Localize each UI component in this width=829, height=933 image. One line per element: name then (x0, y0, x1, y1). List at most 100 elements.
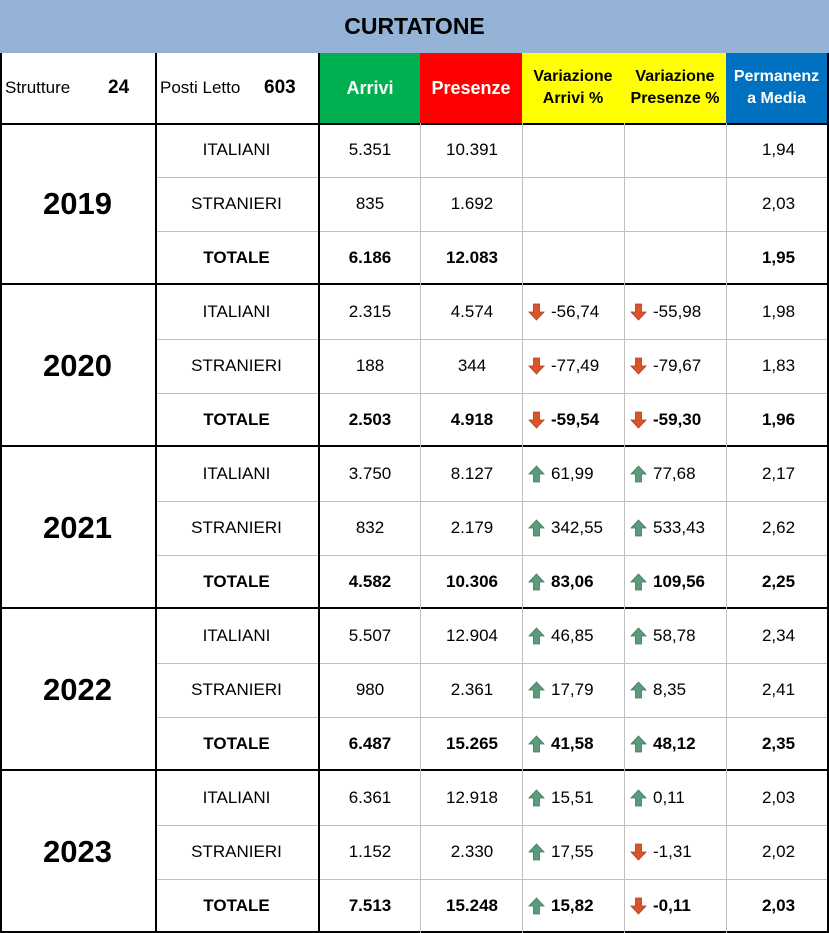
presenze-header: Presenze (420, 53, 522, 123)
year-label: 2022 (43, 672, 112, 707)
var-presenze-value: -0,11 (653, 896, 691, 915)
arrow-up-icon (630, 627, 647, 645)
var-presenze-cell: 533,43 (626, 501, 732, 555)
var-presenze-value: 0,11 (653, 788, 685, 807)
page-title: CURTATONE (0, 0, 829, 54)
arrivi-cell: 4.582 (348, 572, 392, 591)
posti-letto-label: Posti Letto (160, 78, 241, 97)
presenze-cell: 10.391 (446, 140, 498, 159)
var-presenze-cell: -79,67 (626, 339, 732, 393)
strutture-cell: Strutture 24 (0, 53, 155, 123)
var-arrivi-value: -59,54 (551, 410, 600, 429)
arrivi-column-divider (420, 123, 421, 933)
year-column-divider (155, 53, 157, 933)
label-cell: TOTALE (203, 410, 270, 429)
arrow-up-icon (630, 573, 647, 591)
var-presenze-cell: 8,35 (626, 663, 732, 717)
presenze-cell: 4.918 (450, 410, 494, 429)
arrow-down-icon (630, 897, 647, 915)
var-arrivi-value: 41,58 (551, 734, 594, 753)
var-arrivi-column-divider (624, 123, 625, 933)
var-arrivi-value: 342,55 (551, 518, 603, 537)
year-group-2020: 2020 ITALIANI 2.315 4.574 -56,74 -55,98 1,98 ST… (0, 285, 829, 447)
arrow-up-icon (630, 465, 647, 483)
arrow-down-icon (528, 357, 545, 375)
presenze-cell: 344 (457, 356, 487, 375)
year-group-2021: 2021 ITALIANI 3.750 8.127 61,99 77,68 2,17 STRA… (0, 447, 829, 609)
var-arrivi-cell: -77,49 (524, 339, 630, 393)
var-presenze-cell: 0,11 (626, 771, 732, 825)
var-arrivi-cell: -56,74 (524, 285, 630, 339)
label-cell: TOTALE (203, 734, 270, 753)
var-presenze-value: 8,35 (653, 680, 687, 699)
arrivi-cell: 2.503 (348, 410, 392, 429)
presenze-cell: 4.574 (450, 302, 494, 321)
arrow-up-icon (630, 681, 647, 699)
var-arrivi-cell: -59,54 (524, 393, 630, 447)
presenze-cell: 8.127 (450, 464, 494, 483)
var-arrivi-value: 17,79 (551, 680, 594, 699)
arrow-down-icon (630, 357, 647, 375)
permanenza-line2: a Media (747, 90, 806, 107)
label-column-divider (318, 53, 320, 933)
label-cell: ITALIANI (202, 626, 271, 645)
var-arrivi-cell: 41,58 (524, 717, 630, 771)
table-row: STRANIERI 188 344 -77,49 -79,67 1,83 (155, 339, 829, 394)
presenze-cell: 12.904 (446, 626, 498, 645)
var-arrivi-value: -56,74 (551, 302, 600, 321)
presenze-cell: 15.265 (446, 734, 498, 753)
table-row: ITALIANI 2.315 4.574 -56,74 -55,98 1,98 (155, 285, 829, 340)
arrivi-cell: 188 (355, 356, 385, 375)
arrow-down-icon (528, 411, 545, 429)
var-arrivi-value: 46,85 (551, 626, 594, 645)
var-presenze-cell: -1,31 (626, 825, 732, 879)
arrivi-cell: 5.507 (348, 626, 392, 645)
table-row: TOTALE 6.186 12.083 1,95 (155, 231, 829, 285)
arrow-up-icon (528, 627, 545, 645)
permanenza-cell: 1,83 (761, 356, 796, 375)
var-arrivi-cell (524, 231, 630, 285)
presenze-cell: 1.692 (450, 194, 494, 213)
year-group-2019: 2019 ITALIANI 5.351 10.391 1,94 STRANIERI 835 1… (0, 123, 829, 285)
var-presenze-cell: 48,12 (626, 717, 732, 771)
presenze-cell: 12.083 (446, 248, 498, 267)
year-label: 2019 (43, 186, 112, 221)
permanenza-cell: 2,25 (761, 572, 796, 591)
var-arrivi-cell: 17,55 (524, 825, 630, 879)
arrow-down-icon (630, 843, 647, 861)
label-cell: STRANIERI (191, 842, 282, 861)
var-presenze-cell (626, 231, 732, 285)
arrow-up-icon (528, 519, 545, 537)
arrivi-header: Arrivi (320, 53, 420, 123)
var-presenze-value: 77,68 (653, 464, 696, 483)
arrivi-cell: 2.315 (348, 302, 392, 321)
label-cell: ITALIANI (202, 464, 271, 483)
arrow-up-icon (528, 573, 545, 591)
presenze-cell: 2.361 (450, 680, 494, 699)
posti-letto-value: 603 (264, 77, 296, 98)
year-label: 2023 (43, 834, 112, 869)
var-arrivi-cell (524, 177, 630, 231)
variazione-arrivi-line2: Arrivi % (542, 90, 604, 107)
var-presenze-cell: -59,30 (626, 393, 732, 447)
var-arrivi-value: 17,55 (551, 842, 594, 861)
var-presenze-value: 58,78 (653, 626, 696, 645)
arrow-up-icon (528, 897, 545, 915)
permanenza-cell: 2,62 (761, 518, 796, 537)
table-right-border (827, 53, 829, 933)
arrivi-cell: 1.152 (348, 842, 392, 861)
arrow-down-icon (528, 303, 545, 321)
label-cell: TOTALE (203, 248, 270, 267)
year-group-2022: 2022 ITALIANI 5.507 12.904 46,85 58,78 2,34 STR… (0, 609, 829, 771)
var-presenze-cell (626, 177, 732, 231)
strutture-value: 24 (108, 77, 130, 98)
table-row: STRANIERI 1.152 2.330 17,55 -1,31 2,02 (155, 825, 829, 880)
table-row: TOTALE 4.582 10.306 83,06 109,56 2,25 (155, 555, 829, 609)
table-row: TOTALE 6.487 15.265 41,58 48,12 2,35 (155, 717, 829, 771)
permanenza-cell: 2,41 (761, 680, 796, 699)
variazione-presenze-line2: Presenze % (630, 90, 720, 107)
presenze-cell: 10.306 (446, 572, 498, 591)
var-presenze-column-divider (726, 123, 727, 933)
table-row: ITALIANI 5.507 12.904 46,85 58,78 2,34 (155, 609, 829, 664)
arrivi-cell: 835 (355, 194, 385, 213)
